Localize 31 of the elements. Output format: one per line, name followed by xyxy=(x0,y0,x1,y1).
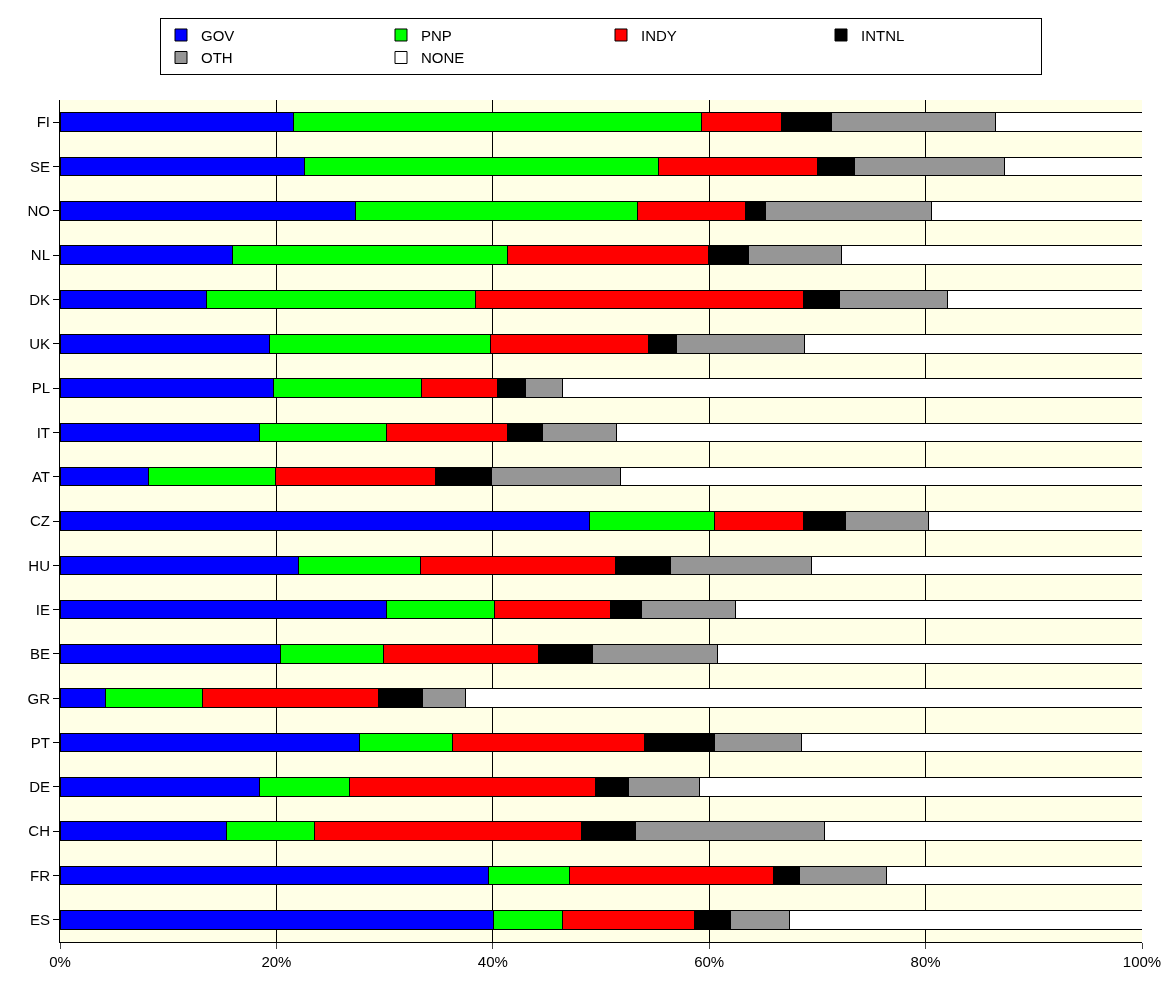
legend-label: NONE xyxy=(421,49,465,67)
legend-label: INDY xyxy=(641,26,677,44)
y-tick-label: BE xyxy=(29,645,50,663)
y-tick-label: AT xyxy=(31,467,50,485)
y-tick-label: FR xyxy=(30,866,51,884)
y-tick-label: PT xyxy=(30,733,50,751)
y-tick-label: SE xyxy=(29,157,50,175)
x-tick-label: 0% xyxy=(49,953,71,970)
y-tick-label: PL xyxy=(31,379,50,397)
x-tick-label: 100% xyxy=(1122,953,1162,970)
y-tick-label: GR xyxy=(27,689,51,707)
y-tick-label: CZ xyxy=(30,512,50,530)
x-tick-label: 80% xyxy=(910,953,941,970)
y-tick-label: NO xyxy=(27,202,50,220)
y-tick-label: CH xyxy=(28,822,50,840)
x-tick-label: 20% xyxy=(261,953,292,970)
y-tick-label: IT xyxy=(36,423,50,441)
y-tick-label: ES xyxy=(29,911,50,929)
legend-label: INTNL xyxy=(861,26,905,44)
y-tick-label: NL xyxy=(30,246,50,264)
x-tick-label: 40% xyxy=(477,953,508,970)
y-tick-label: FI xyxy=(36,113,50,131)
legend-label: PNP xyxy=(421,26,452,44)
y-tick-label: DK xyxy=(29,290,50,308)
x-tick-label: 60% xyxy=(694,953,725,970)
legend-label: OTH xyxy=(201,49,233,67)
y-tick-label: UK xyxy=(29,334,50,352)
y-tick-label: IE xyxy=(35,600,50,618)
y-tick-label: DE xyxy=(29,778,50,796)
y-tick-label: HU xyxy=(28,556,50,574)
legend-label: GOV xyxy=(201,26,235,44)
